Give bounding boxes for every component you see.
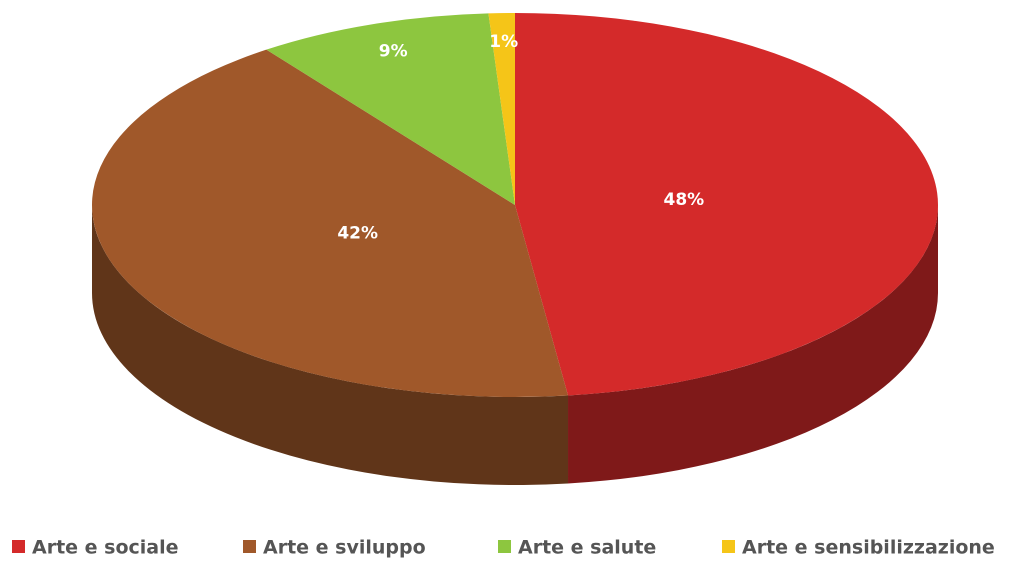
data-label: 42% — [337, 223, 378, 243]
legend-swatch — [12, 540, 25, 553]
data-label: 1% — [489, 32, 518, 52]
legend-swatch — [243, 540, 256, 553]
legend-label: Arte e sviluppo — [263, 537, 426, 559]
legend-swatch — [498, 540, 511, 553]
slice-side — [568, 205, 938, 484]
slice — [488, 13, 515, 205]
legend-label: Arte e sensibilizzazione — [742, 537, 995, 559]
slice — [515, 13, 938, 396]
legend-label: Arte e sociale — [32, 537, 179, 559]
legend-swatch — [722, 540, 735, 553]
slice — [91, 49, 569, 398]
legend-label: Arte e salute — [518, 537, 656, 559]
slice — [266, 13, 515, 205]
slice-side — [92, 205, 569, 485]
data-label: 9% — [379, 41, 408, 61]
data-label: 48% — [664, 190, 705, 210]
